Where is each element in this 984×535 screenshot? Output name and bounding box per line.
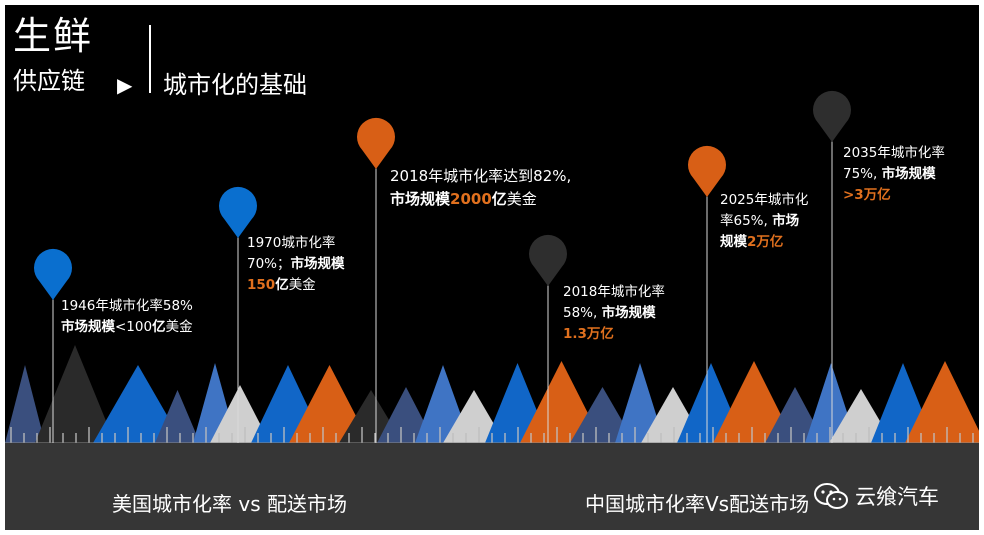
annotation-text: >3万亿	[843, 187, 891, 203]
annotation-text: 2025年城市化	[720, 192, 809, 208]
annotation-text: 亿	[152, 319, 166, 335]
annotation-line: 率65%, 市场	[720, 211, 808, 232]
annotation-text: 1970城市化率	[247, 235, 336, 251]
wechat-icon	[814, 483, 848, 509]
mountain-shape	[5, 365, 45, 443]
annotation-line: >3万亿	[843, 185, 945, 206]
annotation-us-1946: 1946年城市化率58% 市场规模<100亿美金	[61, 296, 193, 338]
mountain-shape	[713, 361, 795, 443]
annotation-cn-2035: 2035年城市化率 75%, 市场规模 >3万亿	[843, 143, 945, 206]
annotation-text: 市场规模	[390, 190, 451, 208]
annotation-line: 75%, 市场规模	[843, 164, 945, 185]
watermark: 云飨汽车	[813, 481, 939, 511]
annotation-text: 2018年城市化率	[563, 284, 665, 300]
annotation-text: 率65%,	[720, 213, 773, 229]
subtitle-supply-chain: 供应链	[13, 67, 85, 95]
map-pin-icon	[812, 90, 851, 142]
annotation-cn-2025: 2025年城市化 率65%, 市场 规模2万亿	[720, 190, 808, 253]
annotation-text: 2035年城市化率	[843, 145, 945, 161]
annotation-text: 市场规模	[881, 166, 936, 182]
map-pin-icon	[219, 186, 257, 238]
mountain-shape	[443, 390, 505, 443]
annotation-text: 美金	[506, 190, 537, 208]
annotation-text: 58%,	[563, 305, 602, 321]
annotation-text: 75%,	[843, 166, 882, 182]
mountain-shape	[93, 365, 183, 443]
annotation-line: 2025年城市化	[720, 190, 808, 211]
annotation-line: 58%, 市场规模	[563, 303, 665, 324]
mountain-shape	[570, 387, 635, 443]
annotation-text: 市场规模	[601, 305, 656, 321]
annotation-cn-2018: 2018年城市化率 58%, 市场规模 1.3万亿	[563, 282, 665, 345]
annotation-line: 市场规模<100亿美金	[61, 317, 193, 338]
annotation-text: 规模	[720, 234, 747, 250]
annotation-text: 1946年城市化率58%	[61, 298, 193, 314]
play-arrow-icon: ▶	[117, 73, 133, 97]
map-pin-icon	[34, 248, 72, 300]
annotation-us-1970: 1970城市化率 70%；市场规模 150亿美金	[247, 233, 345, 296]
annotation-line: 1946年城市化率58%	[61, 296, 193, 317]
mountain-shape	[289, 365, 370, 443]
annotation-text: 1.3万亿	[563, 326, 614, 342]
annotation-line: 2018年城市化率	[563, 282, 665, 303]
mountain-shape	[35, 345, 115, 443]
annotation-us-2018: 2018年城市化率达到82%, 市场规模2000亿美金	[390, 165, 571, 211]
annotation-text: 2万亿	[747, 234, 784, 250]
slide: 生鲜 供应链 ▶ 城市化的基础 1946年城市化率58% 市场规模<100亿美金 …	[5, 5, 979, 530]
title-divider	[149, 25, 151, 93]
annotation-line: 150亿美金	[247, 275, 345, 296]
map-pin-icon	[688, 145, 726, 197]
map-pin-icon	[357, 117, 395, 169]
annotation-text: 2018年城市化率达到82%,	[390, 167, 572, 185]
annotation-text: 市场规模	[61, 319, 115, 335]
ground-band	[5, 443, 979, 530]
title-fresh: 生鲜	[13, 14, 94, 58]
annotation-text: 市场	[772, 213, 800, 229]
mountain-shape	[905, 361, 979, 443]
watermark-text: 云飨汽车	[855, 485, 939, 509]
annotation-line: 70%；市场规模	[247, 254, 345, 275]
annotation-text: 2000	[450, 190, 492, 208]
annotation-line: 2035年城市化率	[843, 143, 945, 164]
annotation-text: 亿	[491, 190, 507, 208]
annotation-text: 美金	[165, 319, 193, 335]
mountain-shape	[155, 390, 200, 443]
label-us-urbanization-vs-delivery: 美国城市化率 vs 配送市场	[112, 492, 347, 516]
annotation-line: 规模2万亿	[720, 232, 808, 253]
annotation-text: 亿	[275, 277, 289, 293]
mountain-graphic	[5, 90, 979, 445]
mountain-shape	[210, 385, 270, 443]
annotation-text: 70%；	[247, 256, 291, 272]
annotation-line: 市场规模2000亿美金	[390, 188, 571, 211]
annotation-line: 1.3万亿	[563, 324, 665, 345]
map-pin-icon	[529, 234, 567, 286]
annotation-text: 美金	[288, 277, 316, 293]
label-cn-urbanization-vs-delivery: 中国城市化率Vs配送市场	[585, 492, 810, 516]
annotation-line: 1970城市化率	[247, 233, 345, 254]
annotation-text: 市场规模	[290, 256, 345, 272]
annotation-line: 2018年城市化率达到82%,	[390, 165, 571, 188]
title-urbanization-basis: 城市化的基础	[163, 71, 307, 99]
annotation-text: <100	[115, 319, 153, 335]
annotation-text: 150	[247, 277, 276, 293]
